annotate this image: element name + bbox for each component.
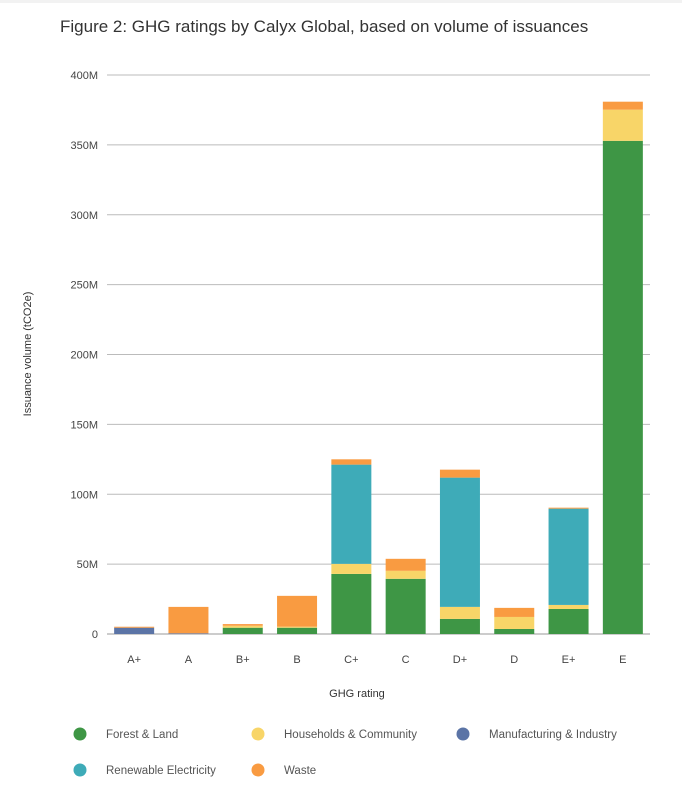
legend-swatch [251,727,265,741]
x-tick-label: D+ [453,654,467,666]
bar-segment-D-waste [494,607,535,617]
bar-segment-D+-households-community [439,606,480,619]
legend-swatch [73,763,87,777]
bar-segment-C+-waste [331,459,372,465]
bar-segment-D-households-community [494,616,535,629]
bar-segment-D-forest-land [494,628,535,634]
y-tick-label: 100M [70,489,98,501]
bar-segment-A-manufacturing-industry [168,633,209,634]
bar-segment-B-households-community [277,626,318,628]
legend-label: Waste [284,765,316,777]
bar-segment-A-waste [168,606,209,634]
y-axis-title: Issuance volume (tCO2e) [22,292,34,417]
x-tick-label: D [510,654,518,666]
bar-segment-C+-households-community [331,563,372,574]
y-tick-label: 0 [92,629,98,641]
bar-segment-D+-renewable-electricity [439,477,480,607]
legend-label: Forest & Land [106,729,178,741]
top-border [0,0,682,3]
chart-title: Figure 2: GHG ratings by Calyx Global, b… [60,17,589,36]
legend-swatch [73,727,87,741]
x-tick-label: C+ [344,654,358,666]
legend-label: Renewable Electricity [106,765,216,777]
x-tick-label: A [185,654,193,666]
bar-segment-E+-households-community [548,604,589,609]
x-tick-label: E [619,654,626,666]
bar-segment-C-forest-land [385,578,426,634]
bar-segment-B+-waste [222,624,263,626]
bar-segment-E-households-community [602,109,643,141]
x-tick-label: B [293,654,300,666]
bar-segment-E-waste [602,101,643,110]
bar-segment-B-forest-land [277,627,318,634]
y-tick-label: 150M [70,419,98,431]
bar-segment-A+-waste [114,626,155,628]
bar-segment-E-forest-land [602,140,643,634]
bar-segment-C-households-community [385,570,426,579]
x-tick-label: A+ [127,654,141,666]
x-tick-label: E+ [562,654,576,666]
bar-segment-E+-forest-land [548,608,589,634]
bar-segment-A+-manufacturing-industry [114,627,155,634]
x-tick-label: B+ [236,654,250,666]
x-tick-label: C [402,654,410,666]
bar-segment-C+-renewable-electricity [331,464,372,564]
bar-segment-D+-forest-land [439,618,480,634]
bar-segment-C+-forest-land [331,573,372,634]
y-tick-label: 50M [77,559,98,571]
bar-segment-E+-renewable-electricity [548,508,589,605]
y-tick-label: 300M [70,210,98,222]
legend-swatch [456,727,470,741]
bar-segment-B+-forest-land [222,627,263,634]
legend-swatch [251,763,265,777]
legend-label: Households & Community [284,729,417,741]
bar-segment-B-waste [277,595,318,627]
legend-label: Manufacturing & Industry [489,729,617,741]
bar-segment-D+-waste [439,469,480,478]
y-tick-label: 250M [70,280,98,292]
bar-segment-C-waste [385,558,426,571]
y-tick-label: 400M [70,70,98,82]
bar-segment-E+-waste [548,507,589,509]
x-axis-title: GHG rating [329,688,385,700]
y-tick-label: 200M [70,350,98,362]
y-tick-label: 350M [70,140,98,152]
bar-segment-B+-households-community [222,625,263,628]
